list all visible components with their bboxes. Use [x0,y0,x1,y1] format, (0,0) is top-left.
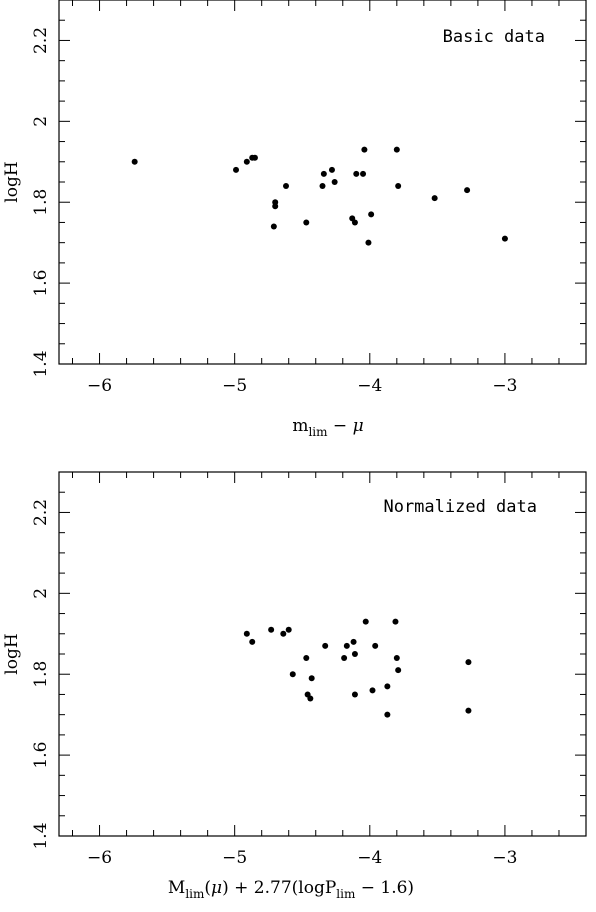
data-point [365,239,372,246]
data-point [268,626,275,633]
x-tick-label: −6 [87,376,112,396]
panel-annotation: Normalized data [383,497,537,517]
data-point [319,183,326,190]
x-tick-label: −5 [222,376,247,396]
data-point [431,195,438,202]
data-point [308,675,315,682]
plot-frame [58,471,587,837]
x-tick-labels: −6 −5 −4 −3 [87,376,517,396]
data-point [368,211,375,218]
data-point [465,659,472,666]
data-point [369,687,376,694]
y-tick-label: 1.6 [31,742,51,769]
x-tick-label: −6 [87,848,112,868]
scatter-points [243,618,472,718]
data-point [384,711,391,718]
y-tick-label: 1.4 [31,350,51,377]
data-point [351,651,358,657]
y-tick-label: 2.2 [31,27,51,54]
data-point [303,655,310,662]
data-point [272,203,279,210]
y-axis-label: logH [2,161,22,202]
scatter-points [131,146,508,246]
data-point [328,166,335,173]
data-point [331,179,338,185]
data-point [351,219,358,226]
plot-frame [58,0,587,365]
data-point [233,166,240,173]
x-axis-label: mlim − μ [292,416,363,439]
data-point [393,146,400,153]
data-point [285,626,292,633]
data-point [395,183,402,190]
data-point [270,223,277,230]
data-point [395,667,402,674]
data-point [341,655,348,662]
y-tick-label: 1.4 [31,822,51,849]
y-tick-label: 2 [31,588,51,599]
data-point [251,154,258,161]
data-point [343,642,350,649]
data-point [307,695,314,702]
y-tick-label: 2.2 [31,499,51,526]
data-point [243,630,250,637]
axis-ticks [59,0,587,365]
x-tick-labels: −6 −5 −4 −3 [87,848,517,868]
y-tick-label: 2 [31,116,51,127]
data-point [289,671,296,678]
y-axis-label: logH [2,633,22,674]
data-point [249,638,256,645]
x-tick-label: −3 [492,848,517,868]
data-point [353,170,360,177]
data-point [243,158,250,165]
data-point [362,618,369,625]
x-axis-label: Mlim(μ) + 2.77(logPlim − 1.6) [168,878,414,901]
y-tick-labels: 1.4 1.6 1.8 2 2.2 [31,27,51,378]
data-point [283,183,290,190]
data-point [131,158,138,165]
data-point [384,683,391,690]
panel-basic-data: −6 −5 −4 −3 1.4 1.6 1.8 2 2.2 Basic data logH m… [2,0,587,439]
data-point [392,618,399,625]
data-point [501,235,508,242]
y-tick-label: 1.8 [31,661,51,688]
x-tick-label: −4 [357,376,382,396]
y-tick-labels: 1.4 1.6 1.8 2 2.2 [31,499,51,850]
x-tick-label: −3 [492,376,517,396]
data-point [322,642,329,649]
data-point [372,642,379,649]
axis-ticks [59,471,587,837]
data-point [351,691,358,698]
data-point [360,170,367,177]
data-point [303,219,310,226]
panel-annotation: Basic data [443,27,545,47]
data-point [464,187,471,194]
data-point [280,630,287,637]
panel-normalized-data: −6 −5 −4 −3 1.4 1.6 1.8 2 2.2 Normalized data l… [2,471,587,901]
data-point [393,655,400,662]
data-point [320,170,327,177]
y-tick-label: 1.8 [31,189,51,216]
data-point [350,638,357,645]
x-tick-label: −5 [222,848,247,868]
data-point [465,707,472,714]
x-tick-label: −4 [357,848,382,868]
data-point [361,146,368,153]
y-tick-label: 1.6 [31,270,51,297]
